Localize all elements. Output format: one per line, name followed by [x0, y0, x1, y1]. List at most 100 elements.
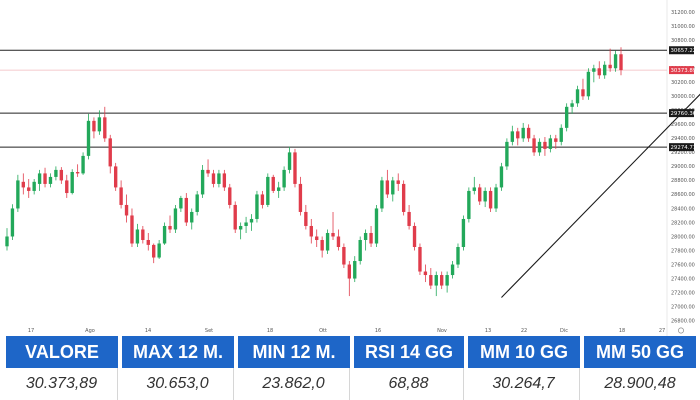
level-label-text: 30657.22 — [671, 48, 697, 54]
candle — [396, 173, 400, 191]
candle-body — [130, 215, 134, 244]
candle — [27, 179, 31, 198]
candle-body — [592, 68, 596, 72]
candle — [92, 117, 96, 139]
candle-body — [86, 120, 91, 156]
candle — [347, 261, 352, 297]
candle-body — [54, 169, 58, 177]
candle-body — [418, 247, 422, 272]
candle — [543, 136, 547, 156]
candle-body — [440, 275, 444, 286]
candle — [483, 187, 487, 208]
candle-body — [532, 138, 536, 153]
candle-body — [478, 187, 482, 202]
candle-body — [222, 173, 227, 188]
candle-body — [461, 218, 466, 248]
y-tick-label: 27000.00 — [671, 304, 695, 310]
candle-body — [298, 183, 303, 212]
level-label-text: 29274.71 — [671, 145, 697, 151]
candle — [206, 159, 210, 177]
candle — [32, 179, 36, 195]
candle — [516, 127, 520, 146]
stat-value-mm50: 28.900,48 — [604, 375, 676, 392]
candle — [597, 61, 601, 79]
candle — [59, 167, 64, 184]
candle-body — [570, 103, 574, 107]
level-label-1: 29760.36 — [669, 109, 697, 118]
candlestick-series — [5, 47, 623, 297]
time-axis: 17 Ago 14 Set 18 Ott 16 Nov 13 22 Dic 18 27 — [28, 327, 684, 334]
candle — [467, 187, 471, 223]
x-tick-label: 27 — [659, 328, 665, 334]
candle-body — [505, 141, 509, 167]
candle — [391, 176, 395, 202]
level-label-0: 30657.22 — [669, 46, 697, 55]
candle-body — [401, 183, 406, 212]
candle — [342, 243, 346, 269]
candle — [190, 208, 194, 230]
candle — [336, 229, 341, 251]
candle-body — [336, 236, 341, 248]
candle — [43, 167, 47, 188]
candle-body — [315, 236, 319, 240]
candle-body — [59, 169, 64, 181]
candle-body — [152, 244, 156, 258]
candle-body — [27, 187, 31, 191]
candle-body — [575, 89, 580, 104]
x-tick-label: 22 — [521, 328, 527, 334]
y-tick-label: 31000.00 — [671, 24, 695, 30]
candle — [380, 176, 384, 212]
stat-value-rsi: 68,88 — [354, 368, 464, 400]
candle-body — [423, 271, 428, 276]
candle-body — [499, 166, 504, 188]
y-tick-label: 28000.00 — [671, 234, 695, 240]
candle-body — [195, 194, 199, 212]
candle-body — [200, 169, 205, 195]
candle — [200, 165, 205, 198]
candle — [233, 201, 237, 233]
candle — [81, 152, 85, 175]
candle-body — [559, 127, 563, 142]
candle-body — [81, 155, 85, 174]
candle — [65, 174, 69, 198]
candle-body — [233, 204, 237, 230]
y-tick-label: 28200.00 — [671, 220, 695, 226]
candle-body — [603, 64, 607, 76]
candle — [440, 271, 444, 290]
candle — [429, 268, 433, 290]
candle — [608, 48, 612, 72]
candle-body — [564, 106, 569, 128]
candle — [211, 169, 216, 188]
candle — [103, 106, 107, 142]
candle — [472, 176, 476, 195]
x-tick-label: 17 — [28, 328, 34, 334]
candle-body — [282, 169, 286, 188]
y-tick-label: 30000.00 — [671, 94, 695, 100]
candle-body — [271, 176, 275, 191]
candle — [374, 204, 379, 248]
candle — [418, 243, 422, 276]
candle-body — [135, 229, 140, 244]
y-tick-label: 27800.00 — [671, 248, 695, 254]
candle-body — [206, 169, 210, 174]
candle-body — [434, 275, 438, 286]
stat-value-min: 23.862,0 — [238, 368, 350, 400]
candle-body — [146, 239, 150, 245]
y-tick-label: 29600.00 — [671, 122, 695, 128]
candle — [456, 243, 460, 269]
candle — [510, 125, 515, 146]
candle-body — [331, 232, 335, 237]
level-label-2: 29274.71 — [669, 143, 697, 152]
candle — [124, 194, 129, 223]
candle — [195, 190, 199, 216]
stat-header-rsi: RSI 14 GG — [354, 336, 464, 368]
candle-body — [391, 180, 395, 195]
candle — [86, 113, 91, 160]
candle — [521, 122, 525, 142]
candle-body — [586, 71, 591, 97]
candle-body — [543, 141, 547, 149]
candle — [271, 174, 275, 194]
candle — [222, 169, 227, 191]
settings-icon[interactable] — [678, 327, 684, 334]
candle — [331, 211, 335, 240]
